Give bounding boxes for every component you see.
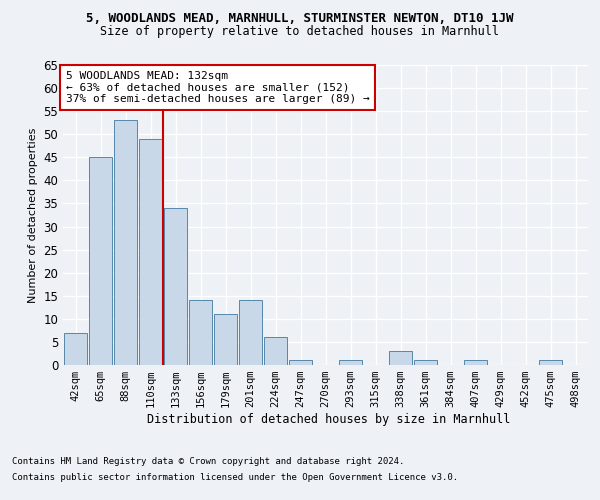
Text: Contains public sector information licensed under the Open Government Licence v3: Contains public sector information licen… xyxy=(12,472,458,482)
Bar xyxy=(164,208,187,365)
Text: Size of property relative to detached houses in Marnhull: Size of property relative to detached ho… xyxy=(101,25,499,38)
Bar xyxy=(289,360,313,365)
Bar xyxy=(413,360,437,365)
Bar xyxy=(464,360,487,365)
Bar xyxy=(89,158,112,365)
Bar xyxy=(214,314,238,365)
Bar xyxy=(338,360,362,365)
Text: 5 WOODLANDS MEAD: 132sqm
← 63% of detached houses are smaller (152)
37% of semi-: 5 WOODLANDS MEAD: 132sqm ← 63% of detach… xyxy=(65,71,370,104)
Y-axis label: Number of detached properties: Number of detached properties xyxy=(28,128,38,302)
Bar xyxy=(188,300,212,365)
Text: 5, WOODLANDS MEAD, MARNHULL, STURMINSTER NEWTON, DT10 1JW: 5, WOODLANDS MEAD, MARNHULL, STURMINSTER… xyxy=(86,12,514,26)
Bar xyxy=(113,120,137,365)
Text: Distribution of detached houses by size in Marnhull: Distribution of detached houses by size … xyxy=(147,412,511,426)
Bar xyxy=(389,351,412,365)
Bar xyxy=(64,332,88,365)
Bar xyxy=(239,300,262,365)
Bar xyxy=(263,338,287,365)
Bar xyxy=(539,360,562,365)
Text: Contains HM Land Registry data © Crown copyright and database right 2024.: Contains HM Land Registry data © Crown c… xyxy=(12,458,404,466)
Bar xyxy=(139,139,163,365)
